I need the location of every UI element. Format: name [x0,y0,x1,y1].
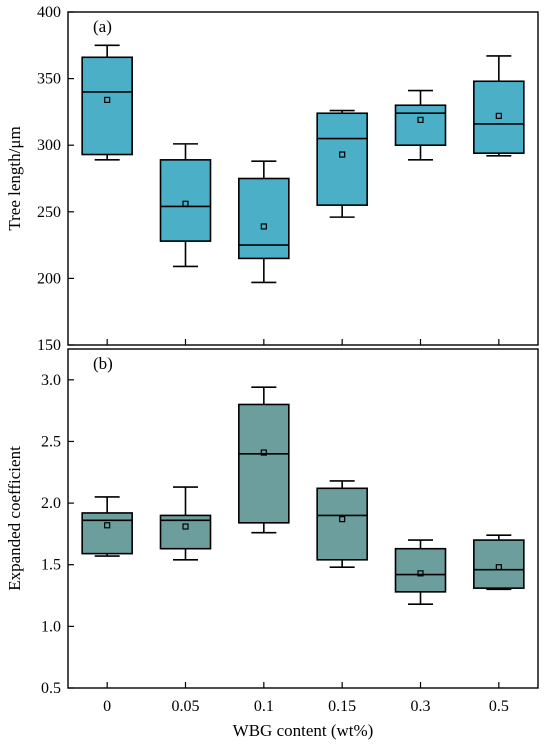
box-0.5 [473,55,525,157]
x-tick-label: 0.3 [411,698,431,715]
iqr-box [394,104,447,146]
y-tick-label: 2.0 [41,495,61,512]
panel-label: (a) [93,17,112,36]
iqr-box [473,80,525,154]
panel-b: 0.5 1.0 1.5 2.0 2.5 3.0 Expanded coefficient (b… [5,348,539,740]
iqr-box [81,56,133,156]
x-tick-label: 0.05 [172,698,200,715]
box-0.3 [394,89,447,161]
y-axis-title: Expanded coefficient [5,446,24,591]
y-tick-label: 2.5 [41,433,61,450]
box-0.1 [238,386,290,534]
box-0.05 [159,486,212,561]
iqr-box [238,177,290,260]
box-0 [81,496,133,557]
box-0.15 [316,109,368,218]
x-tick-label: 0 [103,698,111,715]
mean-marker [182,200,189,207]
x-tick-label: 0.5 [489,698,509,715]
y-tick-label: 350 [37,71,61,88]
mean-marker [417,570,424,577]
y-tick-label: 300 [37,137,61,154]
plot-frame [67,11,539,346]
mean-marker [260,449,267,456]
iqr-box [473,539,525,589]
x-tick-label: 0.15 [328,698,356,715]
box-0.3 [394,539,447,605]
mean-marker [104,522,111,529]
panel-label: (b) [93,354,113,373]
mean-marker [495,564,502,571]
x-axis-title: WBG content (wt%) [233,721,374,740]
mean-marker [182,523,189,530]
iqr-box [316,112,368,206]
mean-marker [339,151,346,158]
iqr-box [238,403,290,524]
mean-marker [495,112,502,119]
y-tick-label: 400 [37,4,61,21]
mean-marker [260,223,267,230]
y-tick-label: 0.5 [41,680,61,697]
mean-marker [339,516,346,523]
box-0 [81,44,133,161]
mean-marker [104,96,111,104]
plot-frame [67,348,539,689]
y-tick-label: 250 [37,204,61,221]
y-tick-label: 3.0 [41,372,61,389]
y-tick-label: 1.5 [41,557,61,574]
box-0.15 [316,480,368,568]
panel-a: 150 200 250 300 350 400 Tree length/μm (a) [5,4,539,354]
iqr-box [316,487,368,561]
x-tick-label: 0.1 [254,698,274,715]
y-tick-label: 1.0 [41,618,61,635]
iqr-box [81,512,133,555]
iqr-box [159,159,212,242]
y-tick-label: 200 [37,270,61,287]
box-0.5 [473,534,525,591]
box-0.1 [238,160,290,284]
mean-marker [417,116,424,123]
y-tick-label: 150 [37,337,61,354]
box-0.05 [159,143,212,268]
y-axis-title: Tree length/μm [5,126,24,230]
